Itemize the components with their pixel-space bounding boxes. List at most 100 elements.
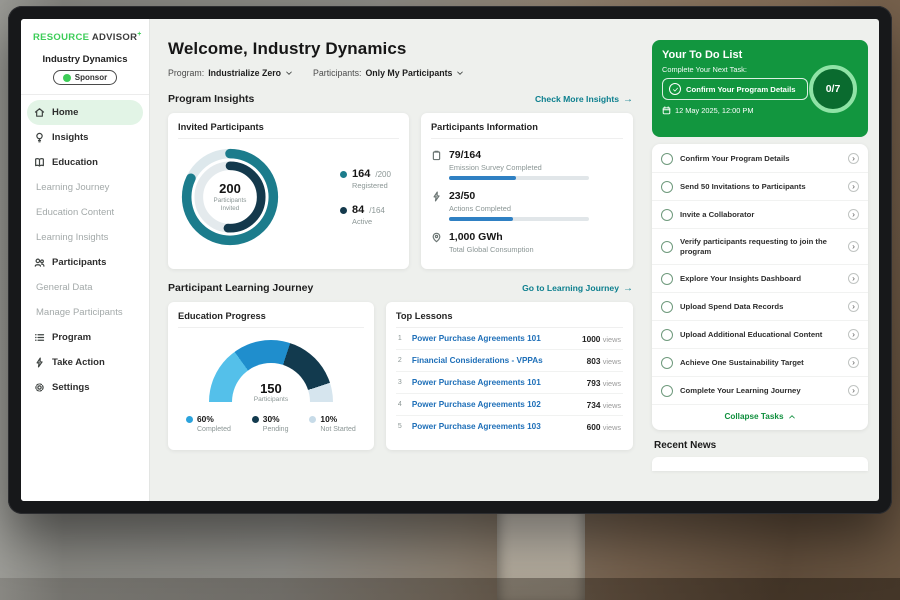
lightning-icon (34, 357, 45, 368)
participants-select-label: Participants: (313, 68, 362, 78)
task-checkbox[interactable] (661, 272, 673, 285)
sidebar-item-program[interactable]: Program (21, 325, 149, 350)
lesson-views-count: 1000 (581, 333, 601, 344)
chevron-right-icon[interactable]: › (848, 329, 859, 340)
chevron-right-icon[interactable]: › (848, 273, 859, 284)
sidebar-item-education[interactable]: Education (21, 150, 149, 175)
legend-of: /200 (375, 170, 391, 179)
participants-select-value: Only My Participants (365, 68, 453, 78)
stat-label: Total Global Consumption (448, 245, 534, 254)
sponsor-dot-icon (62, 73, 71, 82)
legend-dot (340, 170, 348, 178)
legend-item-not-started: 10% Not Started (309, 414, 356, 433)
stat-global-consumption: 1,000 GWh Total Global Consumption (431, 231, 623, 254)
calendar-icon (662, 106, 671, 115)
task-label: Verify participants requesting to join t… (680, 236, 827, 256)
sidebar-item-general-data[interactable]: General Data (21, 275, 149, 300)
task-row[interactable]: Upload Spend Data Records › (652, 293, 868, 321)
sidebar-item-insights[interactable]: Insights (21, 125, 149, 150)
lesson-row: 5 Power Purchase Agreements 103 600 view… (396, 416, 623, 437)
chevron-right-icon[interactable]: › (848, 301, 859, 312)
task-checkbox[interactable] (661, 208, 673, 221)
stat-actions-completed: 23/50 Actions Completed (431, 190, 623, 221)
list-icon (34, 332, 45, 343)
legend-dot (251, 415, 259, 423)
task-checkbox[interactable] (661, 300, 673, 313)
check-more-insights-link[interactable]: Check More Insights → (535, 94, 633, 105)
sidebar-item-learning-journey[interactable]: Learning Journey (21, 175, 149, 200)
gear-icon (34, 382, 45, 393)
task-checkbox[interactable] (661, 328, 673, 341)
sidebar-item-label: Education (52, 157, 98, 169)
task-row[interactable]: Explore Your Insights Dashboard › (652, 265, 868, 293)
task-checkbox[interactable] (661, 384, 673, 397)
sidebar-item-home[interactable]: Home (27, 100, 143, 126)
task-label: Invite a Collaborator (680, 209, 755, 219)
task-checkbox[interactable] (661, 356, 673, 369)
sidebar-item-label: Home (52, 107, 79, 119)
chevron-right-icon[interactable]: › (848, 241, 859, 252)
sidebar-item-label: Take Action (52, 357, 105, 369)
lesson-link[interactable]: Power Purchase Agreements 102 (411, 400, 541, 409)
todo-due-text: 12 May 2025, 12:00 PM (675, 106, 754, 115)
task-label: Send 50 Invitations to Participants (680, 181, 806, 191)
chevron-right-icon[interactable]: › (848, 357, 859, 368)
sponsor-badge-label: Sponsor (74, 73, 108, 83)
people-icon (34, 257, 45, 268)
progress-bar (448, 217, 589, 221)
chevron-right-icon[interactable]: › (848, 209, 859, 220)
sidebar-item-take-action[interactable]: Take Action (21, 350, 149, 375)
lesson-link[interactable]: Power Purchase Agreements 101 (411, 334, 541, 343)
task-checkbox[interactable] (661, 240, 673, 253)
lesson-row: 2 Financial Considerations - VPPAs 803 v… (395, 350, 623, 372)
task-label: Confirm Your Program Details (680, 153, 790, 163)
org-name: Industry Dynamics (42, 54, 128, 66)
card-title: Education Progress (178, 311, 364, 328)
sidebar-item-education-content[interactable]: Education Content (21, 200, 149, 225)
sidebar-item-label: General Data (36, 282, 93, 294)
legend-value: 60% (197, 414, 214, 424)
chevron-up-icon (788, 413, 796, 421)
check-more-insights-label: Check More Insights (534, 94, 619, 104)
lesson-link[interactable]: Power Purchase Agreements 103 (411, 422, 541, 431)
chevron-right-icon[interactable]: › (848, 385, 859, 396)
task-row[interactable]: Verify participants requesting to join t… (652, 229, 868, 265)
chevron-right-icon[interactable]: › (848, 153, 859, 164)
gauge-center-label: Participants (253, 396, 289, 403)
participants-select[interactable]: Participants: Only My Participants (313, 68, 464, 78)
recent-news-card (652, 457, 868, 471)
chevron-right-icon[interactable]: › (848, 181, 859, 192)
sidebar-divider (21, 94, 149, 96)
program-select[interactable]: Program: Industrialize Zero (168, 68, 293, 78)
task-checkbox[interactable] (661, 180, 673, 193)
task-label: Achieve One Sustainability Target (680, 357, 804, 367)
task-checkbox[interactable] (661, 152, 673, 165)
recent-news-title: Recent News (654, 440, 717, 451)
task-label: Complete Your Learning Journey (680, 385, 801, 395)
sidebar-item-manage-participants[interactable]: Manage Participants (21, 300, 149, 325)
program-insights-header: Program Insights Check More Insights → (168, 93, 633, 105)
lesson-views-count: 793 (586, 377, 601, 388)
task-row[interactable]: Confirm Your Program Details › (652, 145, 868, 173)
task-row[interactable]: Send 50 Invitations to Participants › (652, 173, 868, 201)
lesson-link[interactable]: Power Purchase Agreements 101 (411, 378, 541, 387)
invited-donut-chart: 200 Participants Invited (178, 145, 282, 249)
lesson-views-label: views (602, 378, 621, 388)
next-task-chip[interactable]: Confirm Your Program Details (662, 78, 808, 100)
collapse-tasks-button[interactable]: Collapse Tasks (652, 405, 868, 429)
education-gauge-chart: 150 Participants (208, 340, 333, 403)
sidebar-item-settings[interactable]: Settings (21, 375, 149, 400)
lesson-link[interactable]: Financial Considerations - VPPAs (411, 356, 543, 365)
sidebar: RESOURCE ADVISOR+ Industry Dynamics Spon… (21, 19, 150, 501)
lesson-row: 3 Power Purchase Agreements 101 793 view… (395, 372, 623, 394)
task-row[interactable]: Upload Additional Educational Content › (652, 321, 868, 349)
task-row[interactable]: Invite a Collaborator › (652, 201, 868, 229)
go-to-learning-journey-link[interactable]: Go to Learning Journey → (522, 283, 633, 294)
invited-participants-card: Invited Participants 200 (168, 113, 409, 269)
sidebar-item-learning-insights[interactable]: Learning Insights (21, 225, 149, 250)
sidebar-item-label: Settings (52, 382, 90, 394)
donut-center-label: Participants Invited (213, 197, 247, 212)
task-row[interactable]: Complete Your Learning Journey › (652, 377, 868, 405)
task-row[interactable]: Achieve One Sustainability Target › (652, 349, 868, 377)
sidebar-item-participants[interactable]: Participants (21, 250, 149, 275)
